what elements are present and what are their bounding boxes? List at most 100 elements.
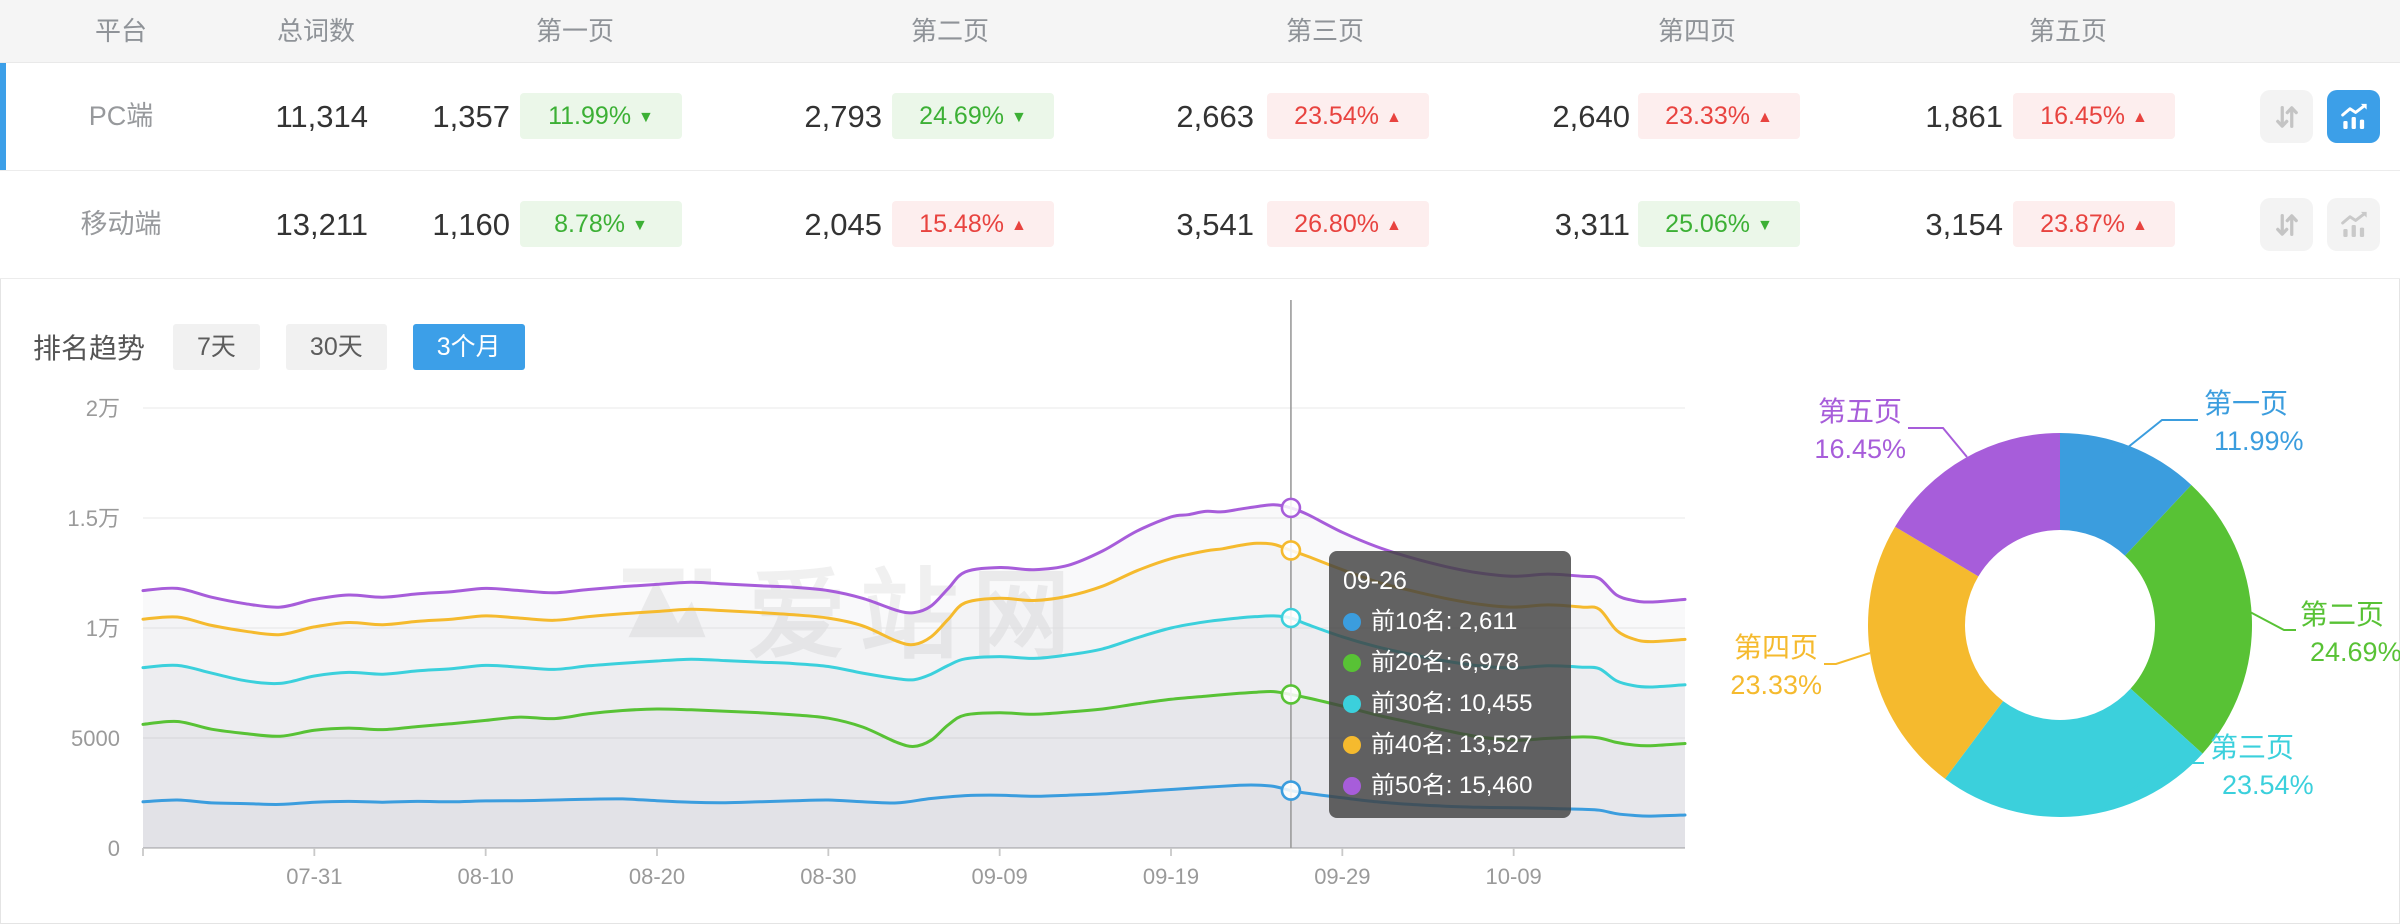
arrow-up-icon: ▲ — [1385, 109, 1402, 126]
arrow-down-icon: ▼ — [1010, 109, 1027, 126]
donut-label-percent: 16.45% — [1814, 434, 1906, 464]
trend-chart-icon — [2340, 211, 2367, 237]
x-axis-label: 08-20 — [629, 864, 685, 889]
arrow-up-icon: ▲ — [2131, 217, 2148, 234]
series-area-前50名 — [143, 504, 1685, 848]
trend-section-title: 排名趋势 — [33, 333, 146, 364]
percent-value: 24.69% — [919, 102, 1004, 130]
total-words-value: 11,314 — [275, 99, 368, 134]
swap-arrows-icon — [2275, 105, 2298, 128]
page-distribution-donut[interactable]: 第一页 11.99% 第二页 24.69% 第三页 23.54% 第四页 23.33% 第五页 1… — [1730, 388, 2400, 818]
arrow-up-icon: ▲ — [2131, 109, 2148, 126]
page-count-value: 3,154 — [1925, 207, 2003, 242]
donut-label-line-第二页 — [2249, 611, 2296, 631]
trend-section-header: 排名趋势 7天 30天 3个月 — [33, 324, 551, 370]
percent-change-badge: 15.48% ▲ — [892, 201, 1054, 247]
percent-change-badge: 26.80% ▲ — [1267, 201, 1429, 247]
platform-label: PC端 — [88, 101, 154, 131]
percent-change-badge: 23.87% ▲ — [2013, 201, 2175, 247]
donut-label-line-第三页 — [2104, 762, 2204, 809]
crosshair-marker-前30名 — [1280, 607, 1302, 629]
column-header: 第五页 — [2028, 16, 2108, 46]
percent-value: 26.80% — [1294, 210, 1379, 238]
table-row[interactable]: PC端 11,314 1,357 11.99% ▼ 2,793 24.69% ▼ 2,663 23… — [0, 63, 2400, 171]
percent-value: 8.78% — [554, 210, 626, 238]
donut-label-line-第五页 — [1908, 427, 1968, 458]
row-actions — [2260, 198, 2380, 251]
swap-arrows-icon — [2275, 213, 2298, 236]
percent-change-badge: 11.99% ▼ — [520, 93, 682, 139]
arrow-down-icon: ▼ — [1756, 217, 1773, 234]
page-count-value: 2,663 — [1176, 99, 1254, 134]
page-count-value: 3,541 — [1176, 207, 1254, 242]
arrow-up-icon: ▲ — [1010, 217, 1027, 234]
donut-slice-第二页[interactable] — [2124, 484, 2252, 754]
x-axis-label: 09-09 — [972, 864, 1028, 889]
x-axis-label: 08-10 — [458, 864, 514, 889]
donut-slice-第四页[interactable] — [1867, 526, 2004, 779]
percent-value: 11.99% — [548, 102, 632, 130]
donut-label-name: 第四页 — [1734, 632, 1818, 663]
column-header: 第四页 — [1657, 16, 1737, 46]
percent-change-badge: 24.69% ▼ — [892, 93, 1054, 139]
donut-slice-第一页[interactable] — [2060, 433, 2192, 556]
donut-label-name: 第二页 — [2300, 599, 2384, 630]
crosshair-marker-前40名 — [1280, 540, 1302, 561]
percent-change-badge: 8.78% ▼ — [520, 201, 682, 247]
total-words-value: 13,211 — [275, 207, 368, 242]
page-count-value: 1,160 — [432, 207, 510, 242]
table-row[interactable]: 移动端 13,211 1,160 8.78% ▼ 2,045 15.48% ▲ 3,541 26.… — [0, 171, 2400, 279]
arrow-up-icon: ▲ — [1385, 217, 1402, 234]
donut-label-line-第四页 — [1824, 652, 1871, 665]
y-axis-label: 1.5万 — [67, 506, 120, 531]
y-axis-label: 5000 — [71, 726, 120, 751]
trend-chart-button[interactable] — [2327, 90, 2380, 143]
percent-value: 16.45% — [2040, 102, 2125, 130]
tab-30天[interactable]: 30天 — [285, 324, 387, 370]
percent-value: 15.48% — [919, 210, 1004, 238]
swap-arrows-button[interactable] — [2260, 198, 2313, 251]
y-axis-label: 1万 — [86, 616, 120, 641]
percent-value: 23.33% — [1665, 102, 1750, 130]
percent-change-badge: 23.33% ▲ — [1638, 93, 1800, 139]
arrow-up-icon: ▲ — [1756, 109, 1773, 126]
page-count-value: 1,861 — [1925, 99, 2003, 134]
crosshair-marker-前50名 — [1280, 497, 1302, 519]
arrow-down-icon: ▼ — [632, 217, 648, 234]
trend-chart-icon — [2340, 103, 2367, 129]
platform-label: 移动端 — [80, 209, 162, 239]
tab-7天[interactable]: 7天 — [173, 324, 260, 370]
percent-change-badge: 16.45% ▲ — [2013, 93, 2175, 139]
active-row-indicator — [0, 63, 6, 170]
crosshair-marker-前20名 — [1280, 684, 1302, 705]
swap-arrows-button[interactable] — [2260, 90, 2313, 143]
page-count-value: 3,311 — [1554, 207, 1630, 242]
trend-chart-button[interactable] — [2327, 198, 2380, 251]
donut-label-percent: 23.54% — [2222, 770, 2314, 800]
platform-table: PC端 11,314 1,357 11.99% ▼ 2,793 24.69% ▼ 2,663 23… — [0, 63, 2400, 279]
page-count-value: 2,793 — [804, 99, 882, 134]
column-header: 第一页 — [535, 16, 615, 46]
donut-slice-第五页[interactable] — [1895, 433, 2060, 577]
donut-label-name: 第三页 — [2210, 732, 2294, 763]
donut-label-percent: 11.99% — [2214, 426, 2304, 456]
donut-label-name: 第一页 — [2204, 388, 2288, 419]
y-axis-label: 0 — [108, 836, 120, 861]
tab-3个月[interactable]: 3个月 — [412, 324, 525, 370]
trend-line-chart[interactable]: 0 5000 1万 1.5万 2万 07-31 08-10 08-20 08-30 09-09 09… — [67, 300, 1687, 889]
time-range-tabs: 7天 30天 3个月 — [173, 324, 551, 370]
page-count-value: 2,640 — [1552, 99, 1630, 134]
column-header: 第三页 — [1285, 16, 1365, 46]
percent-value: 23.54% — [1294, 102, 1379, 130]
page-count-value: 2,045 — [804, 207, 882, 242]
column-header: 总词数 — [276, 16, 356, 46]
percent-value: 25.06% — [1665, 210, 1750, 238]
series-area-前20名 — [143, 691, 1685, 848]
arrow-down-icon: ▼ — [638, 109, 654, 126]
percent-change-badge: 23.54% ▲ — [1267, 93, 1429, 139]
donut-label-percent: 23.33% — [1730, 670, 1822, 700]
x-axis-label: 08-30 — [800, 864, 856, 889]
x-axis-label: 09-19 — [1143, 864, 1199, 889]
x-axis-label: 10-09 — [1486, 864, 1542, 889]
